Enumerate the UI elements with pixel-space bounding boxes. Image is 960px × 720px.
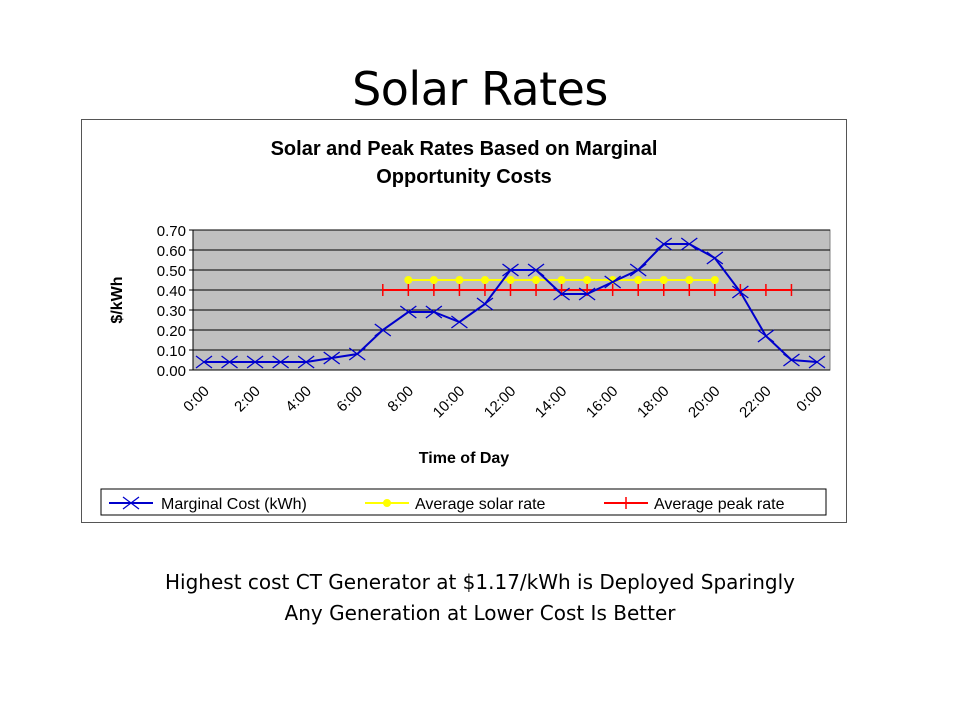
caption-line-2: Any Generation at Lower Cost Is Better: [284, 601, 676, 625]
x-tick-label: 20:00: [685, 383, 724, 422]
series-1-marker: [246, 355, 264, 369]
x-tick-label: 10:00: [430, 383, 469, 422]
plot-area: [192, 229, 831, 371]
x-tick-label: 22:00: [736, 383, 775, 422]
series-2-marker: [685, 276, 694, 284]
x-axis-label: Time of Day: [419, 450, 510, 467]
chart: Solar and Peak Rates Based on Marginal Op…: [100, 138, 831, 516]
x-tick-label: 12:00: [481, 383, 520, 422]
legend-swatch-marker-1: [122, 496, 140, 510]
x-tick-label: 0:00: [180, 383, 213, 416]
series-1-marker: [808, 355, 826, 369]
series-1-marker: [783, 353, 800, 367]
series-1-marker: [527, 263, 545, 277]
caption-line-1: Highest cost CT Generator at $1.17/kWh i…: [165, 570, 795, 594]
series-2-marker: [480, 276, 489, 284]
legend-box: [100, 488, 827, 516]
y-tick-label: 0.40: [157, 283, 186, 300]
series-1-marker: [502, 263, 519, 277]
series-1-marker: [374, 323, 392, 337]
chart-title-line-1: Solar and Peak Rates Based on Marginal: [271, 138, 658, 160]
series-1-marker: [272, 355, 290, 369]
series-1-marker: [425, 305, 443, 319]
series-2-marker: [659, 276, 668, 284]
x-tick-label: 0:00: [793, 383, 826, 416]
y-axis-label: $/kWh: [109, 276, 126, 323]
x-tick-label: 4:00: [282, 383, 315, 416]
series-2-marker: [429, 276, 438, 284]
x-tick-label: 18:00: [634, 383, 673, 422]
series-1-marker: [297, 355, 315, 369]
series-2-marker: [710, 276, 719, 284]
series-1-marker: [195, 355, 213, 369]
y-tick-label: 0.70: [157, 223, 186, 240]
slide-title: Solar Rates: [352, 62, 608, 116]
series-2-marker: [583, 276, 592, 284]
series-1-marker: [323, 351, 341, 365]
series-1-marker: [629, 263, 647, 277]
x-tick-label: 2:00: [231, 383, 264, 416]
legend-label-3: Average peak rate: [654, 496, 785, 513]
series-2-marker: [532, 276, 541, 284]
chart-title-line-2: Opportunity Costs: [376, 166, 552, 188]
series-1-marker: [476, 297, 494, 311]
legend-swatch-marker-2: [383, 499, 391, 507]
chart-frame: Solar and Peak Rates Based on Marginal Op…: [81, 119, 847, 523]
legend-label-1: Marginal Cost (kWh): [161, 496, 307, 513]
series-1-marker: [731, 285, 749, 299]
x-tick-label: 16:00: [583, 383, 622, 422]
x-tick-label: 8:00: [384, 383, 417, 416]
series-1-marker: [706, 251, 724, 265]
series-1-marker: [451, 315, 468, 329]
series-2-marker: [634, 276, 643, 284]
series-1-marker: [221, 355, 238, 369]
x-tick-label: 14:00: [532, 383, 571, 422]
series-2-marker: [557, 276, 566, 284]
series-2-marker: [404, 276, 413, 284]
series-1-marker: [399, 305, 417, 319]
y-tick-label: 0.00: [157, 363, 186, 380]
legend-label-2: Average solar rate: [415, 496, 546, 513]
series-1-marker: [553, 287, 570, 301]
series-1-marker: [757, 329, 775, 343]
series-1-marker: [680, 237, 698, 251]
series-1-marker: [578, 287, 596, 301]
series-1-marker: [655, 237, 673, 251]
y-tick-label: 0.50: [157, 263, 186, 280]
series-2-marker: [455, 276, 464, 284]
series-1-marker: [348, 347, 366, 361]
y-tick-label: 0.30: [157, 303, 186, 320]
y-tick-label: 0.10: [157, 343, 186, 360]
y-tick-label: 0.20: [157, 323, 186, 340]
series-2-marker: [506, 276, 515, 284]
y-tick-label: 0.60: [157, 243, 186, 260]
x-tick-label: 6:00: [333, 383, 366, 416]
series-1-marker: [604, 275, 622, 289]
